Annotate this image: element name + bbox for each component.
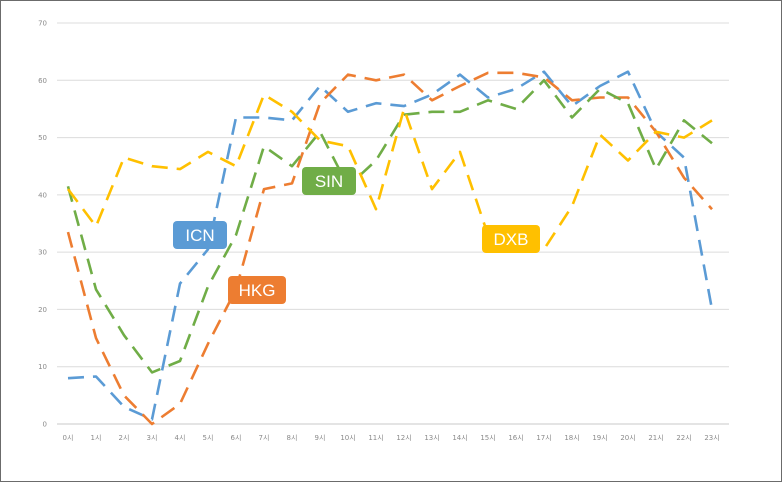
- y-tick-label: 20: [38, 306, 47, 314]
- x-tick-label: 23시: [704, 434, 719, 442]
- series-line-icn: [67, 70, 714, 421]
- label-badge-bg: [302, 167, 356, 195]
- x-tick-label: 10시: [340, 434, 355, 442]
- x-tick-label: 3시: [147, 434, 158, 442]
- x-tick-label: 21시: [648, 434, 663, 442]
- y-tick-label: 10: [38, 363, 47, 371]
- x-tick-label: 4시: [175, 434, 186, 442]
- x-tick-label: 12시: [396, 434, 411, 442]
- y-tick-label: 30: [38, 249, 47, 257]
- label-badge-bg: [173, 221, 227, 249]
- x-tick-label: 20시: [620, 434, 635, 442]
- gridlines: [57, 22, 729, 425]
- x-tick-label: 2시: [119, 434, 130, 442]
- x-tick-label: 14시: [452, 434, 467, 442]
- series-line-hkg: [66, 71, 713, 426]
- series-labels: ICN HKG SIN DXB: [173, 167, 540, 304]
- series-line-dxb: [66, 93, 713, 251]
- y-tick-label: 70: [38, 20, 47, 28]
- label-badge-icn: ICN: [173, 221, 227, 249]
- label-badge-text: SIN: [315, 172, 343, 191]
- y-axis-ticks: 0 10 20 30 40 50 60 70: [38, 20, 47, 429]
- x-tick-label: 11시: [368, 434, 383, 442]
- y-tick-label: 0: [43, 421, 47, 429]
- x-tick-label: 17시: [536, 434, 551, 442]
- series-lines: [66, 70, 714, 426]
- label-badge-hkg: HKG: [228, 276, 286, 304]
- x-tick-label: 13시: [424, 434, 439, 442]
- x-tick-label: 18시: [564, 434, 579, 442]
- x-tick-label: 16시: [508, 434, 523, 442]
- label-badge-bg: [482, 225, 540, 253]
- x-axis-ticks: 0시 1시 2시 3시 4시 5시 6시 7시 8시 9시 10시 11시 12시 13시 14시 15시 16…: [63, 434, 720, 442]
- x-tick-label: 7시: [259, 434, 270, 442]
- label-badge-text: ICN: [185, 226, 214, 245]
- label-badge-dxb: DXB: [482, 225, 540, 253]
- label-badge-text: DXB: [494, 230, 529, 249]
- x-tick-label: 6시: [231, 434, 242, 442]
- x-tick-label: 15시: [480, 434, 495, 442]
- y-tick-label: 40: [38, 191, 47, 199]
- x-tick-label: 19시: [592, 434, 607, 442]
- x-tick-label: 22시: [676, 434, 691, 442]
- x-tick-label: 0시: [63, 434, 74, 442]
- y-tick-label: 50: [38, 134, 47, 142]
- x-tick-label: 1시: [91, 434, 102, 442]
- x-tick-label: 5시: [203, 434, 214, 442]
- x-tick-label: 9시: [315, 434, 326, 442]
- series-line-sin: [66, 79, 713, 374]
- label-badge-sin: SIN: [302, 167, 356, 195]
- label-badge-bg: [228, 276, 286, 304]
- x-tick-label: 8시: [287, 434, 298, 442]
- y-tick-label: 60: [38, 77, 47, 85]
- label-badge-text: HKG: [239, 281, 276, 300]
